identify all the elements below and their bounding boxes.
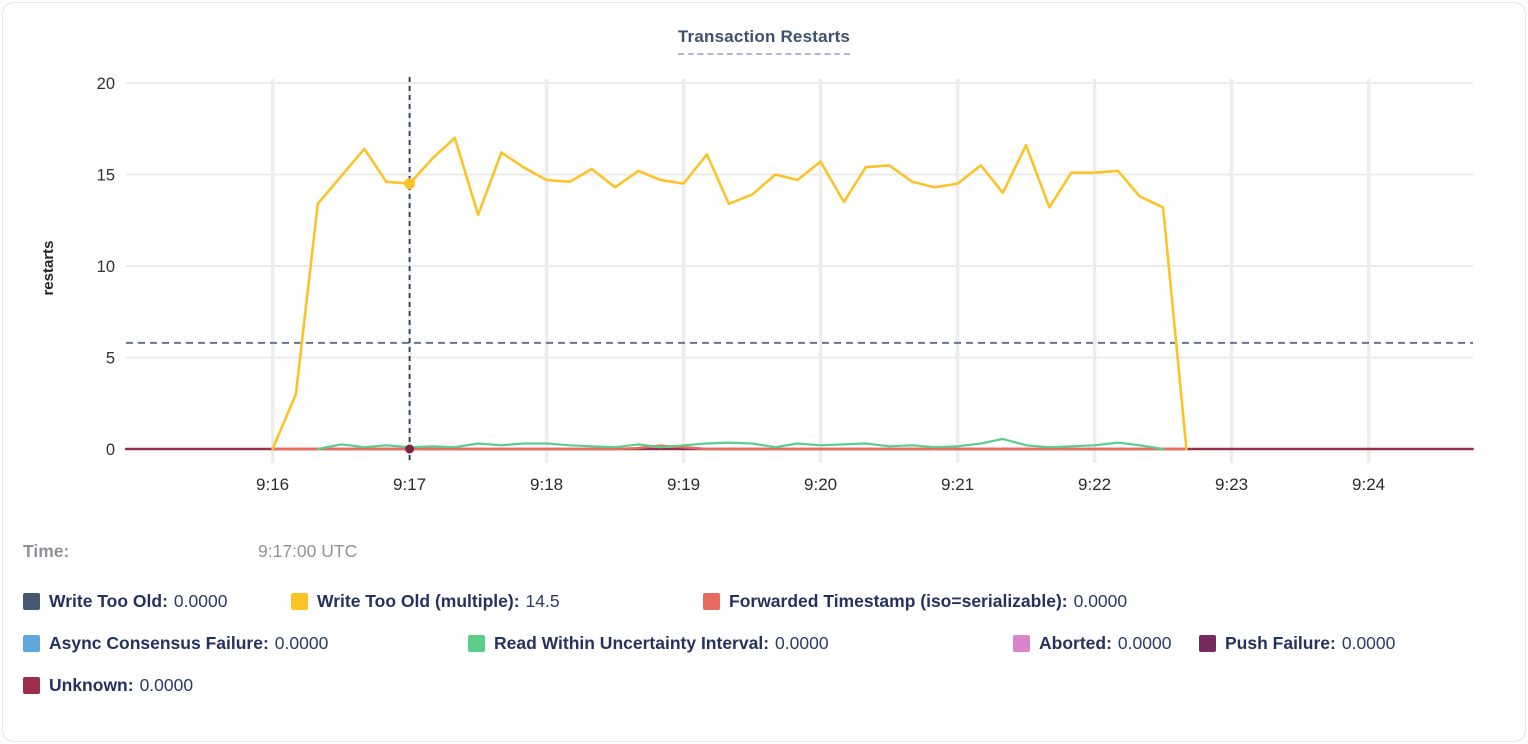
x-tick-label: 9:16 [256, 475, 289, 494]
x-tick-label: 9:17 [393, 475, 426, 494]
legend-value: 0.0000 [139, 675, 194, 695]
y-tick-label: 10 [97, 258, 115, 276]
legend-row: Async Consensus Failure: 0.0000 Read Withi… [23, 633, 1515, 654]
legend-label: Async Consensus Failure: [49, 633, 269, 653]
legend-swatch-write-too-old [23, 593, 40, 610]
legend-label: Push Failure: [1225, 633, 1336, 653]
legend-label: Unknown: [49, 675, 134, 695]
x-tick-label: 9:24 [1352, 475, 1385, 494]
legend-value: 0.0000 [1341, 633, 1396, 653]
legend-swatch-push-failure [1199, 635, 1216, 652]
x-tick-label: 9:22 [1078, 475, 1111, 494]
legend-item-async-consensus-failure[interactable]: Async Consensus Failure: 0.0000 [23, 633, 468, 654]
legend-row: Write Too Old: 0.0000 Write Too Old (multi… [23, 591, 1515, 612]
legend-item-unknown[interactable]: Unknown: 0.0000 [23, 675, 193, 696]
legend-swatch-write-too-old-multiple [291, 593, 308, 610]
crosshair-point [404, 178, 416, 190]
y-tick-label: 5 [106, 350, 115, 368]
legend-label: Read Within Uncertainty Interval: [494, 633, 770, 653]
legend-swatch-read-within-uncertainty [468, 635, 485, 652]
y-tick-label: 0 [106, 441, 115, 459]
y-axis-label: restarts [40, 240, 57, 295]
crosshair-point-baseline [405, 444, 415, 454]
x-tick-label: 9:23 [1215, 475, 1248, 494]
legend-value: 14.5 [525, 591, 560, 611]
legend-item-push-failure[interactable]: Push Failure: 0.0000 [1199, 633, 1395, 654]
y-tick-label: 20 [97, 75, 115, 93]
x-tick-label: 9:20 [804, 475, 837, 494]
legend-value: 0.0000 [274, 633, 329, 653]
legend-item-forwarded-timestamp[interactable]: Forwarded Timestamp (iso=serializable): 0… [703, 591, 1127, 612]
legend-item-read-within-uncertainty[interactable]: Read Within Uncertainty Interval: 0.0000 [468, 633, 1013, 654]
legend-label: Write Too Old (multiple): [317, 591, 520, 611]
legend: Write Too Old: 0.0000 Write Too Old (multi… [23, 591, 1515, 717]
chart-title[interactable]: Transaction Restarts [677, 27, 851, 55]
legend-value: 0.0000 [1117, 633, 1172, 653]
series-line-forwarded_timestamp [271, 444, 1188, 451]
legend-label: Forwarded Timestamp (iso=serializable): [729, 591, 1068, 611]
chart-header: Transaction Restarts [3, 27, 1525, 55]
x-tick-label: 9:21 [941, 475, 974, 494]
legend-row: Unknown: 0.0000 [23, 675, 1515, 696]
legend-item-write-too-old[interactable]: Write Too Old: 0.0000 [23, 591, 291, 612]
series-line-write_too_old_multiple [271, 136, 1188, 451]
transaction-restarts-chart[interactable]: 0 5 10 15 20 9:16 9:17 9:18 9:19 9:20 9:21 9:22 9:23… [3, 63, 1528, 513]
legend-swatch-aborted [1013, 635, 1030, 652]
legend-label: Aborted: [1039, 633, 1112, 653]
series-line-read_within_uncertainty [316, 437, 1165, 451]
y-tick-label: 15 [97, 167, 115, 185]
legend-swatch-async-consensus-failure [23, 635, 40, 652]
legend-value: 0.0000 [173, 591, 228, 611]
legend-item-aborted[interactable]: Aborted: 0.0000 [1013, 633, 1199, 654]
legend-value: 0.0000 [1073, 591, 1128, 611]
legend-swatch-forwarded-timestamp [703, 593, 720, 610]
x-tick-label: 9:18 [530, 475, 563, 494]
legend-item-write-too-old-multiple[interactable]: Write Too Old (multiple): 14.5 [291, 591, 703, 612]
time-label: Time: [23, 541, 70, 561]
legend-swatch-unknown [23, 677, 40, 694]
legend-label: Write Too Old: [49, 591, 168, 611]
hover-time-row: Time: 9:17:00 UTC [23, 541, 1505, 562]
x-tick-label: 9:19 [667, 475, 700, 494]
legend-value: 0.0000 [775, 633, 829, 653]
time-value: 9:17:00 UTC [258, 541, 358, 561]
